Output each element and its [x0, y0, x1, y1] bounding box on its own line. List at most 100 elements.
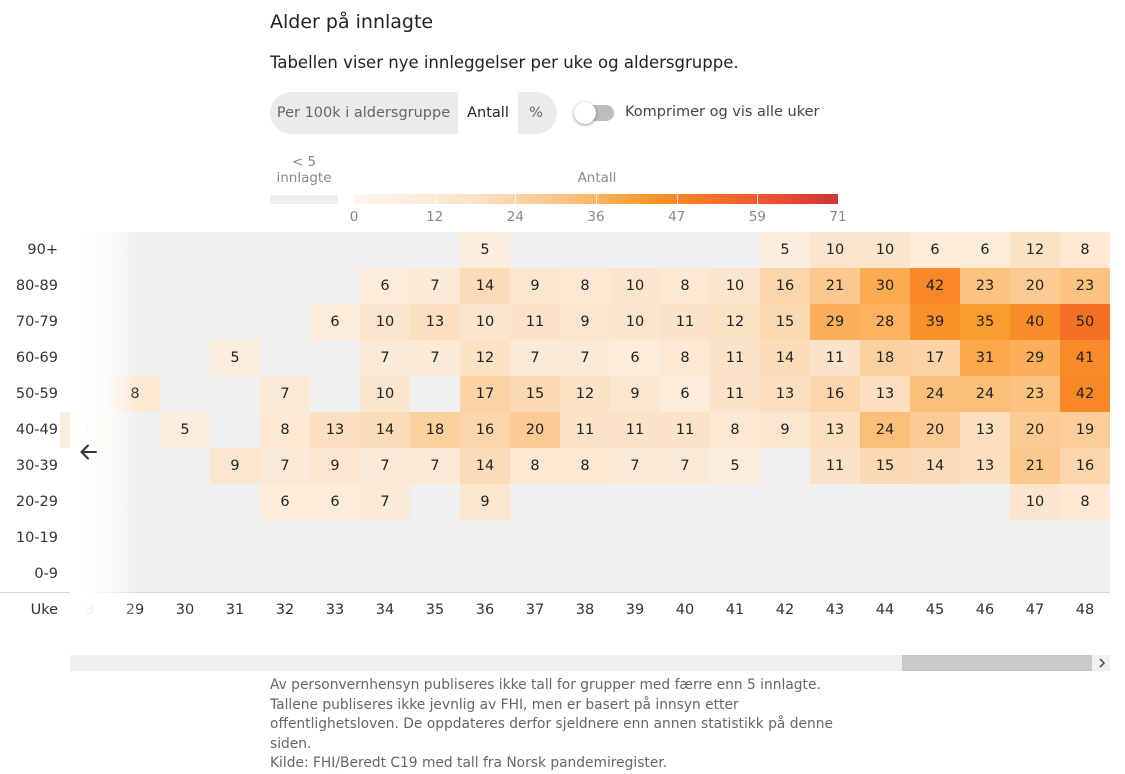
- heatmap-cell: 6: [310, 304, 360, 340]
- heatmap-cell: 23: [960, 268, 1010, 304]
- legend-tick-label: 0: [349, 209, 359, 225]
- horizontal-scrollbar[interactable]: [70, 655, 1110, 671]
- heatmap-cell: 10: [460, 304, 510, 340]
- heatmap-cell: 16: [460, 412, 510, 448]
- heatmap-cell: 13: [860, 376, 910, 412]
- legend-tick-mark: [434, 194, 436, 204]
- heatmap-cell: 7: [560, 340, 610, 376]
- legend-tick-label: 71: [829, 209, 847, 225]
- per-100k-option[interactable]: Per 100k i aldersgruppe: [276, 105, 451, 121]
- age-group-label: 50-59: [15, 386, 58, 402]
- week-label: 46: [975, 602, 995, 618]
- compress-toggle[interactable]: [574, 102, 614, 124]
- legend-title: Antall: [577, 170, 617, 186]
- legend-tick-label: 12: [426, 209, 444, 225]
- scroll-right-chevron-icon[interactable]: [1094, 655, 1110, 671]
- heatmap-cell: 9: [310, 448, 360, 484]
- heatmap-cell: 13: [810, 412, 860, 448]
- heatmap-cell: 8: [710, 412, 760, 448]
- left-scroll-fade: [70, 232, 140, 627]
- heatmap-cell: 7: [410, 340, 460, 376]
- heatmap-cell: 11: [810, 448, 860, 484]
- heatmap-cell: 13: [310, 412, 360, 448]
- week-label: 36: [475, 602, 495, 618]
- heatmap-cell: 16: [810, 376, 860, 412]
- week-label: 33: [325, 602, 345, 618]
- heatmap-cell: 31: [960, 340, 1010, 376]
- heatmap-cell: 17: [460, 376, 510, 412]
- legend-tick-mark: [515, 194, 517, 204]
- age-group-label: 0-9: [34, 566, 58, 582]
- week-label: 40: [675, 602, 695, 618]
- week-label: 41: [725, 602, 745, 618]
- x-axis-line: [0, 592, 1110, 593]
- heatmap-cell: 23: [1060, 268, 1110, 304]
- percent-option[interactable]: %: [529, 105, 543, 121]
- heatmap-cell: 14: [910, 448, 960, 484]
- heatmap-cell: 15: [760, 304, 810, 340]
- heatmap-cell: 11: [710, 340, 760, 376]
- scroll-left-arrow-icon[interactable]: [78, 441, 100, 463]
- heatmap-cell: 21: [1010, 448, 1060, 484]
- footnote: Av personvernhensyn publiseres ikke tall…: [270, 676, 850, 774]
- week-label: 38: [575, 602, 595, 618]
- age-group-label: 20-29: [15, 494, 58, 510]
- legend-tick-mark: [596, 194, 597, 204]
- heatmap-cell: 7: [610, 448, 660, 484]
- heatmap-cell: 11: [560, 412, 610, 448]
- heatmap-cell: 13: [960, 448, 1010, 484]
- heatmap-cell: 39: [910, 304, 960, 340]
- heatmap-cell: 29: [1010, 340, 1060, 376]
- heatmap-cell: 10: [710, 268, 760, 304]
- antall-option[interactable]: Antall: [458, 92, 518, 134]
- heatmap-cell: 18: [860, 340, 910, 376]
- age-group-label: 40-49: [15, 422, 58, 438]
- heatmap-cell: 11: [610, 412, 660, 448]
- heatmap-cell: 24: [960, 376, 1010, 412]
- heatmap-cell: 41: [1060, 340, 1110, 376]
- heatmap-cell: 11: [810, 340, 860, 376]
- heatmap-cell: 19: [1060, 412, 1110, 448]
- week-label: 30: [175, 602, 195, 618]
- heatmap-cell: 8: [660, 340, 710, 376]
- compress-toggle-label[interactable]: Komprimer og vis alle uker: [625, 104, 820, 120]
- age-group-label: 70-79: [15, 314, 58, 330]
- heatmap-cell: 7: [410, 448, 460, 484]
- heatmap-cell: 6: [910, 232, 960, 268]
- heatmap-cell: 5: [710, 448, 760, 484]
- scrollbar-thumb[interactable]: [902, 655, 1092, 671]
- page-subtitle: Tabellen viser nye innleggelser per uke …: [270, 53, 739, 72]
- heatmap-cell: 12: [1010, 232, 1060, 268]
- age-group-label: 90+: [27, 242, 58, 258]
- heatmap-cell: 8: [1060, 484, 1110, 520]
- heatmap-cell: 16: [1060, 448, 1110, 484]
- week-label: 35: [425, 602, 445, 618]
- legend-tick-label: 36: [587, 209, 605, 225]
- week-label: 47: [1025, 602, 1045, 618]
- heatmap-cell: 10: [360, 376, 410, 412]
- heatmap-cell: 7: [410, 268, 460, 304]
- page-title: Alder på innlagte: [270, 11, 434, 33]
- heatmap-cell: 7: [360, 340, 410, 376]
- heatmap-cell: 13: [960, 412, 1010, 448]
- age-group-label: 80-89: [15, 278, 58, 294]
- heatmap-cell: 14: [760, 340, 810, 376]
- legend-tick-label: 59: [748, 209, 766, 225]
- footnote-text: Av personvernhensyn publiseres ikke tall…: [270, 677, 833, 752]
- week-label: 42: [775, 602, 795, 618]
- heatmap-cell: 12: [560, 376, 610, 412]
- week-label: 45: [925, 602, 945, 618]
- heatmap-cell: 6: [360, 268, 410, 304]
- heatmap-cell: 50: [1060, 304, 1110, 340]
- heatmap-cell: 10: [610, 268, 660, 304]
- heatmap-cell: 9: [760, 412, 810, 448]
- heatmap-cell: 14: [460, 268, 510, 304]
- heatmap-cell: 5: [210, 340, 260, 376]
- heatmap-cell: 9: [460, 484, 510, 520]
- heatmap-cell: 10: [860, 232, 910, 268]
- heatmap-cell: 9: [510, 268, 560, 304]
- heatmap-cell: 12: [460, 340, 510, 376]
- toggle-knob: [574, 102, 596, 124]
- metric-segmented-control: Per 100k i aldersgruppe Antall %: [270, 92, 557, 134]
- legend-tick-label: 24: [506, 209, 524, 225]
